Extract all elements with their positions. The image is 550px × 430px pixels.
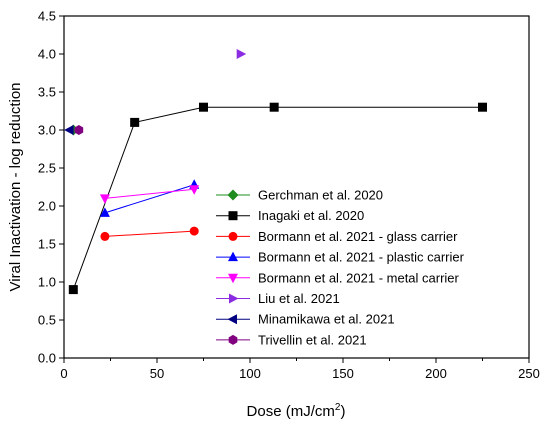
data-point	[189, 185, 200, 195]
y-axis-title: Viral Inactivation - log reduction	[7, 82, 24, 291]
legend-marker	[228, 273, 238, 284]
legend-label: Minamikawa et al. 2021	[258, 312, 395, 327]
y-tick-label: 3.0	[38, 123, 56, 138]
series-2	[100, 226, 199, 241]
legend-label: Liu et al. 2021	[258, 291, 340, 306]
data-point	[130, 117, 140, 127]
legend-label: Bormann et al. 2021 - glass carrier	[258, 229, 458, 244]
data-point	[236, 49, 247, 59]
legend-marker	[227, 314, 237, 325]
legend-marker	[227, 189, 239, 201]
x-tick-label: 50	[150, 366, 164, 381]
series-1	[68, 102, 487, 295]
y-tick-label: 1.5	[38, 237, 56, 252]
legend-item: Trivellin et al. 2021	[216, 332, 367, 347]
y-tick-label: 3.5	[38, 85, 56, 100]
data-point	[189, 226, 199, 236]
x-tick-label: 100	[239, 366, 261, 381]
legend: Gerchman et al. 2020 Inagaki et al. 2020 B…	[216, 188, 465, 347]
data-point	[478, 102, 487, 112]
legend-item: Bormann et al. 2021 - glass carrier	[216, 229, 458, 244]
x-tick-label: 0	[60, 366, 67, 381]
data-point	[99, 207, 110, 217]
x-axis-title-suffix: )	[340, 403, 345, 420]
x-tick-label: 250	[518, 366, 540, 381]
series-7	[74, 125, 84, 135]
legend-label: Gerchman et al. 2020	[258, 188, 383, 203]
y-tick-label: 2.5	[38, 161, 56, 176]
series-line	[104, 188, 195, 199]
legend-marker	[228, 251, 238, 262]
legend-marker	[228, 334, 238, 345]
series-6	[64, 125, 74, 135]
y-tick-label: 4.0	[38, 47, 56, 62]
legend-marker	[228, 211, 238, 221]
series-line	[104, 184, 195, 214]
legend-label: Bormann et al. 2021 - metal carrier	[258, 270, 460, 285]
axis-ticks: 0 50 100 150 200 250 0.0 0.5 1.0 1.5 2.0 2.5 3.0 3.5 4…	[38, 9, 540, 382]
legend-marker	[229, 293, 239, 304]
data-point	[68, 285, 78, 295]
series-4	[99, 185, 200, 204]
x-tick-label: 150	[332, 366, 354, 381]
data-point	[99, 194, 110, 204]
data-point	[64, 125, 74, 135]
y-tick-label: 4.5	[38, 9, 56, 24]
legend-item: Bormann et al. 2021 - plastic carrier	[216, 250, 465, 265]
legend-label: Bormann et al. 2021 - plastic carrier	[258, 250, 465, 265]
data-point	[199, 102, 208, 112]
data-point	[74, 125, 84, 135]
legend-item: Inagaki et al. 2020	[216, 208, 364, 223]
series-layer	[64, 49, 487, 295]
series-5	[236, 49, 247, 59]
legend-item: Liu et al. 2021	[216, 291, 340, 306]
y-tick-label: 0.0	[38, 351, 56, 366]
legend-label: Inagaki et al. 2020	[258, 208, 364, 223]
data-point	[100, 231, 110, 241]
y-tick-label: 2.0	[38, 199, 56, 214]
x-axis-title-superscript: 2	[335, 402, 341, 413]
x-tick-label: 200	[425, 366, 447, 381]
x-axis-title: Dose (mJ/cm2)	[247, 402, 346, 420]
y-tick-label: 0.5	[38, 313, 56, 328]
y-tick-label: 1.0	[38, 275, 56, 290]
series-line	[104, 230, 195, 237]
legend-marker	[228, 231, 238, 241]
series-3	[99, 179, 200, 217]
legend-label: Trivellin et al. 2021	[258, 332, 367, 347]
data-point	[269, 102, 279, 112]
legend-item: Bormann et al. 2021 - metal carrier	[216, 270, 460, 285]
legend-item: Minamikawa et al. 2021	[216, 312, 395, 327]
legend-item: Gerchman et al. 2020	[216, 188, 383, 203]
